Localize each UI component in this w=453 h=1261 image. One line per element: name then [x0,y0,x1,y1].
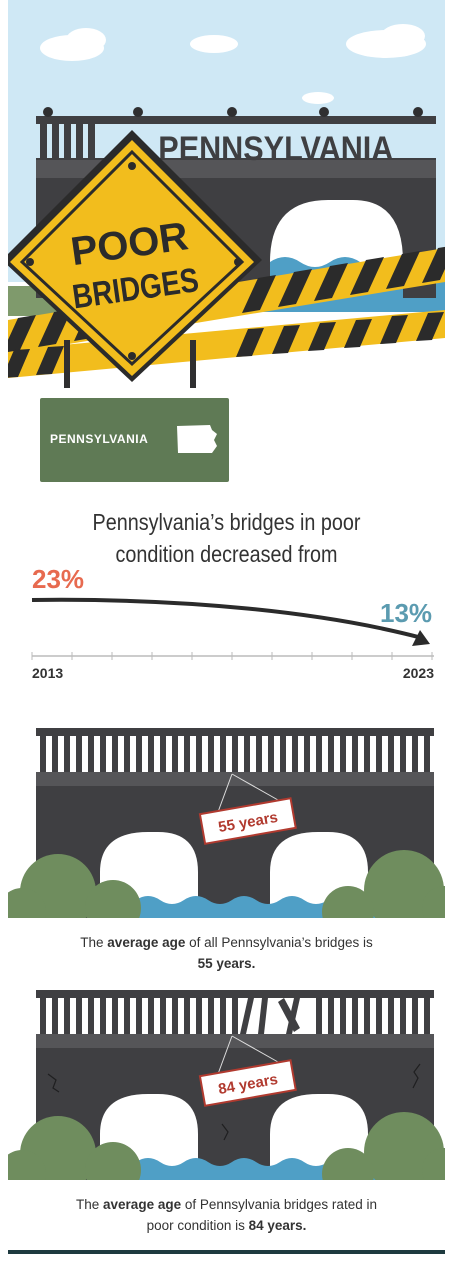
pennsylvania-map-icon [177,425,217,453]
bridge-deck [36,1034,434,1048]
age-tag: 55 years [198,797,297,845]
caption-value: 55 years. [197,956,256,971]
trend-curve [31,597,423,640]
timeline-ticks [31,652,433,660]
state-badge: PENNSYLVANIA [40,398,229,482]
end-year: 2023 [403,665,434,681]
lamp-posts [43,107,423,117]
tag-string-left [217,1035,233,1075]
caption-text: The [80,935,108,950]
caption-all-bridges: The average age of all Pennsylvania’s br… [20,932,433,974]
headline-line-1: Pennsylvania’s bridges in poor [92,509,361,535]
cloud-icon [40,24,426,104]
hero-illustration: PENNSYLVANIA [8,0,445,388]
caption-poor-bridges: The average age of Pennsylvania bridges … [20,1194,433,1236]
railing-top [36,116,436,124]
railing-top [36,990,434,998]
bridge-sign-text: PENNSYLVANIA [158,130,393,168]
tag-string-right [231,773,279,801]
headline: Pennsylvania’s bridges in poor condition… [32,506,422,570]
railing-top [36,728,434,736]
caption-text: of all Pennsylvania’s bridges is [185,935,373,950]
water [88,896,376,918]
caption-emphasis: average age [103,1197,182,1212]
railing-posts [40,124,95,160]
start-year: 2013 [32,665,63,681]
sign-post-left [64,340,70,388]
start-value: 23% [32,564,84,594]
bridge-illustration-poor: 84 years [8,990,445,1180]
caption-text: of Pennsylvania bridges rated in [181,1197,377,1212]
sign-bolt-bottom [128,352,136,360]
bushes [8,850,445,918]
tag-string-right [231,1035,279,1063]
sign-post-right [190,340,196,388]
railing-posts [40,736,430,772]
end-value: 13% [380,598,432,628]
headline-line-2: condition decreased from [115,541,338,567]
caption-text: poor condition is [146,1218,249,1233]
warning-sign: POOR BRIDGES [8,130,262,382]
age-tag: 84 years [198,1059,297,1107]
water [88,1158,376,1180]
sign-bolt-right [234,258,242,266]
tag-string-left [217,773,233,813]
bushes [8,1112,445,1180]
state-badge-label: PENNSYLVANIA [50,432,149,446]
bridge-illustration-all: 55 years [8,728,445,918]
trend-arrowhead [412,630,430,646]
bottom-divider [8,1250,445,1254]
caption-emphasis: average age [107,935,186,950]
bridge-deck [36,772,434,786]
railing-posts [40,998,430,1034]
trend-graphic: 23% 13% 2013 2023 [31,564,434,681]
caption-text: The [76,1197,104,1212]
sign-bolt-top [128,162,136,170]
crack-marks [47,1063,421,1141]
caption-value: 84 years. [248,1218,307,1233]
sign-bolt-left [26,258,34,266]
